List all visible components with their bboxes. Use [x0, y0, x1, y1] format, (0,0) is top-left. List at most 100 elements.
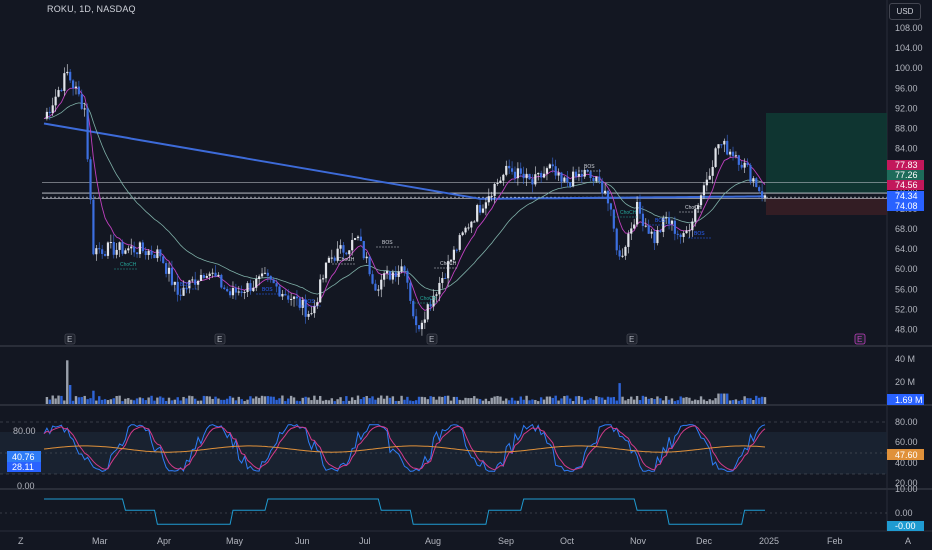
candle-body[interactable] [374, 283, 377, 291]
candle-body[interactable] [351, 239, 354, 251]
candle-body[interactable] [758, 187, 761, 192]
candle-body[interactable] [95, 248, 98, 255]
candle-body[interactable] [601, 181, 604, 194]
candle-body[interactable] [185, 287, 188, 289]
candle-body[interactable] [287, 295, 290, 300]
candle-body[interactable] [734, 155, 738, 157]
candle-body[interactable] [667, 217, 671, 224]
candle-body[interactable] [115, 249, 118, 255]
candle-body[interactable] [409, 282, 412, 301]
candle-body[interactable] [679, 234, 682, 237]
candle-body[interactable] [589, 171, 592, 178]
candle-body[interactable] [383, 273, 386, 280]
candle-body[interactable] [304, 300, 307, 317]
candle-body[interactable] [307, 314, 310, 317]
candle-body[interactable] [371, 274, 374, 284]
candle-body[interactable] [260, 273, 264, 277]
candle-body[interactable] [438, 282, 441, 295]
candle-body[interactable] [231, 287, 235, 296]
candle-body[interactable] [69, 71, 72, 81]
candle-body[interactable] [330, 257, 333, 259]
candle-body[interactable] [604, 190, 607, 194]
candle-body[interactable] [342, 245, 345, 253]
candle-body[interactable] [403, 266, 406, 271]
candle-body[interactable] [572, 171, 575, 187]
corner-label-right[interactable]: A [905, 536, 911, 546]
candle-body[interactable] [455, 249, 458, 251]
candle-body[interactable] [80, 94, 83, 109]
candle-body[interactable] [662, 217, 665, 232]
candle-body[interactable] [726, 140, 729, 155]
candle-body[interactable] [234, 287, 237, 293]
candle-body[interactable] [138, 242, 142, 255]
candle-body[interactable] [391, 272, 394, 280]
candle-body[interactable] [165, 263, 168, 274]
candle-body[interactable] [598, 176, 601, 182]
candle-body[interactable] [566, 177, 569, 183]
candle-body[interactable] [167, 267, 171, 274]
candle-body[interactable] [74, 86, 78, 89]
candle-body[interactable] [755, 178, 758, 188]
candle-body[interactable] [731, 151, 735, 157]
candle-body[interactable] [194, 279, 197, 285]
earnings-marker-icon[interactable] [626, 333, 638, 345]
candle-body[interactable] [176, 281, 179, 295]
candle-body[interactable] [528, 173, 531, 180]
candle-body[interactable] [647, 225, 650, 234]
candle-body[interactable] [583, 169, 586, 177]
candle-body[interactable] [650, 231, 653, 234]
candle-body[interactable] [214, 272, 217, 277]
candle-body[interactable] [173, 281, 176, 285]
candle-body[interactable] [478, 205, 482, 213]
candle-body[interactable] [435, 294, 438, 296]
candle-body[interactable] [569, 182, 572, 187]
candle-body[interactable] [319, 279, 322, 303]
candle-body[interactable] [133, 246, 136, 253]
candle-body[interactable] [144, 251, 147, 256]
candle-body[interactable] [394, 272, 397, 277]
candle-body[interactable] [423, 319, 426, 323]
candle-body[interactable] [592, 177, 595, 182]
candle-body[interactable] [699, 195, 703, 206]
candle-body[interactable] [476, 205, 479, 222]
candle-body[interactable] [327, 257, 331, 263]
candle-body[interactable] [638, 201, 642, 214]
candle-body[interactable] [141, 242, 144, 252]
candle-body[interactable] [336, 248, 339, 261]
candle-body[interactable] [496, 183, 499, 185]
candle-body[interactable] [368, 256, 371, 275]
corner-label-left[interactable]: Z [18, 536, 24, 546]
candle-body[interactable] [380, 279, 383, 290]
target-zone[interactable] [766, 113, 887, 193]
candle-body[interactable] [205, 276, 208, 278]
candle-body[interactable] [263, 272, 267, 274]
candle-body[interactable] [554, 166, 557, 176]
candle-body[interactable] [310, 313, 313, 315]
candle-body[interactable] [737, 155, 740, 165]
candle-body[interactable] [199, 274, 203, 281]
candle-body[interactable] [551, 164, 554, 167]
candle-body[interactable] [743, 162, 746, 168]
candle-body[interactable] [281, 293, 284, 297]
candle-body[interactable] [545, 168, 549, 174]
candle-body[interactable] [121, 242, 124, 254]
candle-body[interactable] [441, 278, 444, 283]
candle-body[interactable] [353, 238, 357, 240]
candle-body[interactable] [162, 256, 165, 264]
candle-body[interactable] [57, 90, 60, 97]
candle-body[interactable] [377, 289, 380, 291]
candle-body[interactable] [89, 159, 92, 200]
candle-body[interactable] [365, 256, 368, 259]
candle-body[interactable] [98, 248, 101, 250]
candle-body[interactable] [400, 266, 403, 272]
candle-body[interactable] [682, 233, 685, 237]
candle-body[interactable] [470, 221, 473, 228]
candle-body[interactable] [246, 283, 249, 293]
candle-body[interactable] [54, 96, 57, 106]
candle-body[interactable] [301, 300, 304, 308]
stop-zone[interactable] [766, 198, 887, 215]
candle-body[interactable] [188, 280, 191, 289]
candle-body[interactable] [493, 183, 496, 196]
candle-body[interactable] [313, 306, 316, 314]
